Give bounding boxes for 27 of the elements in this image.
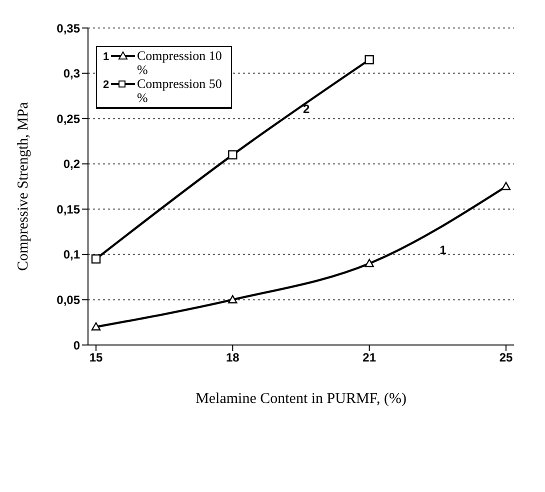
- annotation: 1: [103, 51, 110, 63]
- point: [364, 258, 374, 268]
- x-tick-label: 15: [89, 350, 103, 365]
- text: 1: [440, 243, 446, 258]
- point: [228, 295, 238, 304]
- point: [228, 150, 238, 160]
- x-tick-label: 21: [362, 350, 376, 365]
- y-tick-label: 0: [73, 338, 80, 352]
- x-tick-label: 18: [226, 350, 240, 365]
- y-tick-label: 0,35: [56, 21, 80, 36]
- y-tick-label: 0,05: [56, 292, 80, 307]
- legend-label: Compression 50 %: [137, 76, 223, 105]
- text: 2: [303, 102, 310, 116]
- x-axis-title: Melamine Content in PURMF, (%): [196, 391, 406, 407]
- y-tick-label: 0,15: [56, 202, 80, 216]
- y-tick-label: 0,25: [56, 112, 80, 126]
- annotation: 2: [103, 79, 110, 91]
- point: [364, 55, 374, 64]
- x-tick-label: 25: [499, 350, 513, 365]
- y-tick-label: 0,3: [63, 66, 80, 81]
- point: [91, 254, 101, 264]
- y-axis-title: Compressive Strength, MPa: [15, 102, 32, 271]
- point: [91, 322, 101, 330]
- y-tick-label: 0,1: [63, 248, 80, 262]
- point: [501, 182, 511, 190]
- y-tick-label: 0,2: [63, 157, 80, 172]
- legend-label: Compression 10 %: [137, 48, 223, 77]
